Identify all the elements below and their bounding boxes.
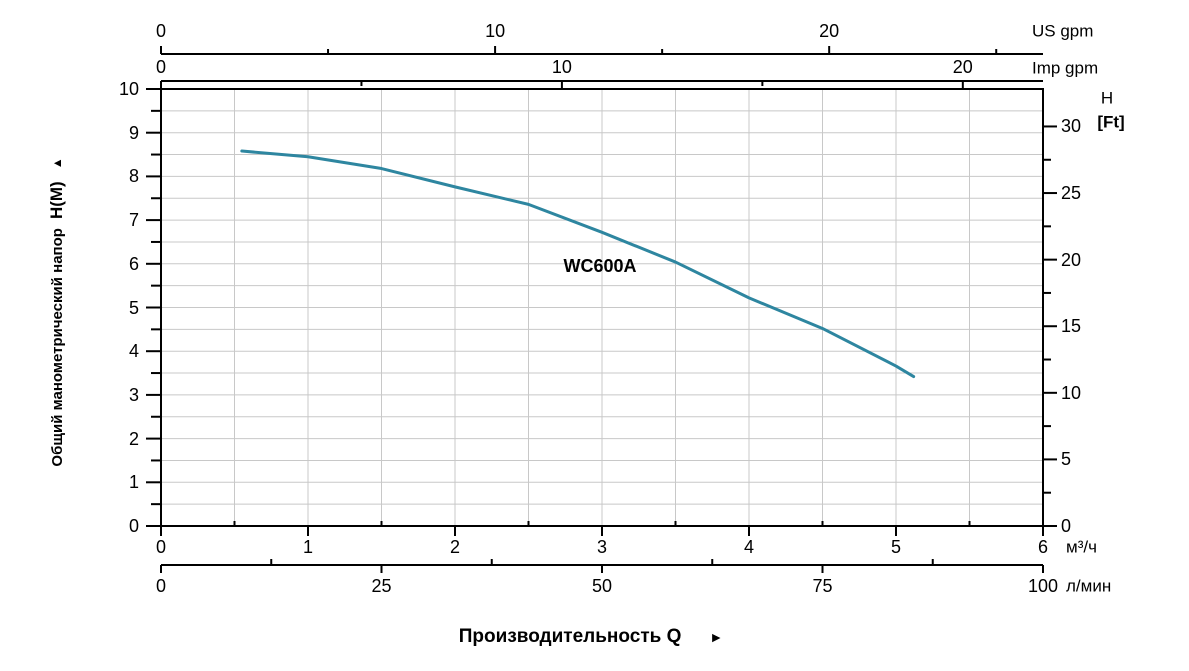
tick-label-imp-gpm-0: 0 [155, 57, 167, 77]
tick-label-imp-gpm-10: 10 [551, 57, 572, 77]
tick-label-right-ft-10: 10 [1061, 382, 1082, 403]
tick-label-left-m-7: 7 [128, 210, 139, 231]
tick-label-m3h-3: 3 [596, 537, 608, 557]
m3h-unit-label: м³/ч [1066, 537, 1097, 557]
tick-label-left-m-4: 4 [128, 341, 139, 362]
us-gpm-axis-title: US gpm [1032, 21, 1094, 41]
x-axis-title-text: Производительность Q [458, 626, 682, 647]
tick-label-right-ft-5: 5 [1061, 449, 1072, 470]
up-arrow-icon: ▲ [50, 157, 64, 170]
lmin-unit-label: л/мин [1066, 576, 1112, 596]
tick-label-lmin-50: 50 [591, 576, 613, 596]
tick-label-left-m-2: 2 [128, 428, 139, 449]
tick-label-lmin-25: 25 [371, 576, 392, 596]
imp-gpm-axis-title: Imp gpm [1032, 58, 1099, 78]
curve-label: WC600A [563, 256, 637, 276]
tick-label-left-m-10: 10 [118, 79, 139, 99]
tick-label-right-ft-30: 30 [1061, 116, 1082, 137]
right-axis-title-ft: [Ft] [1097, 112, 1125, 132]
tick-label-left-m-8: 8 [128, 166, 139, 187]
tick-label-right-ft-0: 0 [1061, 516, 1072, 536]
tick-label-lmin-75: 75 [812, 576, 833, 596]
tick-label-m3h-1: 1 [302, 537, 314, 557]
tick-label-left-m-3: 3 [128, 384, 139, 405]
pump-curve [240, 149, 916, 379]
y-axis-title-symbol: H(M) [47, 181, 66, 220]
tick-label-lmin-100: 100 [1027, 576, 1059, 596]
tick-label-us-gpm-20: 20 [819, 21, 840, 41]
tick-label-left-m-6: 6 [128, 253, 139, 274]
tick-label-m3h-4: 4 [743, 537, 755, 557]
tick-label-left-m-5: 5 [128, 297, 139, 318]
right-axis-title-h: H [1100, 88, 1114, 108]
tick-label-lmin-0: 0 [155, 576, 167, 596]
tick-label-left-m-1: 1 [128, 472, 139, 493]
tick-label-right-ft-25: 25 [1061, 183, 1082, 204]
tick-label-right-ft-20: 20 [1061, 249, 1082, 270]
tick-label-right-ft-15: 15 [1061, 316, 1082, 337]
x-axis-title: Производительность Q ► [459, 626, 723, 648]
tick-label-m3h-2: 2 [449, 537, 461, 557]
tick-label-m3h-6: 6 [1037, 537, 1049, 557]
tick-label-us-gpm-0: 0 [155, 21, 167, 41]
tick-label-left-m-9: 9 [128, 122, 139, 143]
tick-label-left-m-0: 0 [128, 516, 139, 536]
tick-label-m3h-0: 0 [155, 537, 167, 557]
tick-label-m3h-5: 5 [890, 537, 902, 557]
right-arrow-icon: ► [709, 629, 724, 645]
y-axis-title-text: Общий манометрический напор [48, 228, 66, 467]
tick-label-us-gpm-10: 10 [485, 21, 506, 41]
y-axis-title: Общий манометрический напор H(M) ▲ [47, 157, 67, 466]
tick-label-imp-gpm-20: 20 [952, 57, 973, 77]
